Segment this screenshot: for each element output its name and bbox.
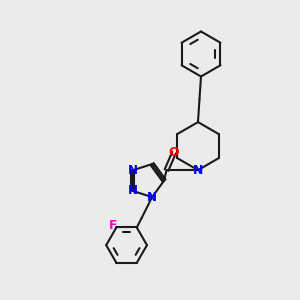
Text: N: N: [147, 190, 157, 204]
Text: N: N: [193, 164, 203, 177]
Text: N: N: [128, 184, 138, 197]
Text: N: N: [128, 164, 138, 177]
Text: O: O: [169, 146, 179, 159]
Text: F: F: [109, 220, 117, 232]
